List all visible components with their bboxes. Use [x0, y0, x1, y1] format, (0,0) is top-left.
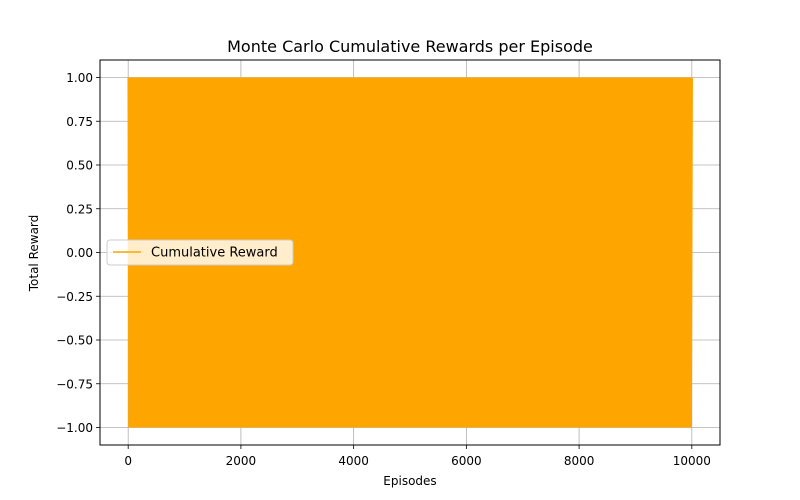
x-axis-label: Episodes — [383, 474, 436, 488]
legend-box — [106, 239, 294, 266]
y-tick-label: −0.75 — [56, 377, 93, 391]
x-tick-label: 8000 — [564, 454, 595, 468]
x-tick-label: 10000 — [673, 454, 711, 468]
y-tick-label: 0.50 — [66, 159, 93, 173]
legend: Cumulative Reward — [106, 239, 294, 266]
chart-title: Monte Carlo Cumulative Rewards per Episo… — [227, 37, 593, 56]
y-tick-label: 1.00 — [66, 71, 93, 85]
y-tick-label: 0.00 — [66, 246, 93, 260]
x-tick-label: 6000 — [451, 454, 482, 468]
y-tick-label: 0.25 — [66, 202, 93, 216]
y-tick-label: −0.50 — [56, 334, 93, 348]
y-tick-label: −0.25 — [56, 290, 93, 304]
x-tick-label: 2000 — [226, 454, 257, 468]
x-axis-ticks: 0 2000 4000 6000 8000 10000 — [124, 445, 711, 468]
legend-label-cumulative-reward: Cumulative Reward — [151, 246, 278, 261]
y-axis-ticks: −1.00 −0.75 −0.50 −0.25 0.00 0.25 0.50 0.75 1.00 — [56, 71, 100, 435]
y-tick-label: −1.00 — [56, 421, 93, 435]
y-axis-label: Total Reward — [27, 215, 41, 293]
x-tick-label: 0 — [124, 454, 132, 468]
y-tick-label: 0.75 — [66, 115, 93, 129]
x-tick-label: 4000 — [338, 454, 369, 468]
